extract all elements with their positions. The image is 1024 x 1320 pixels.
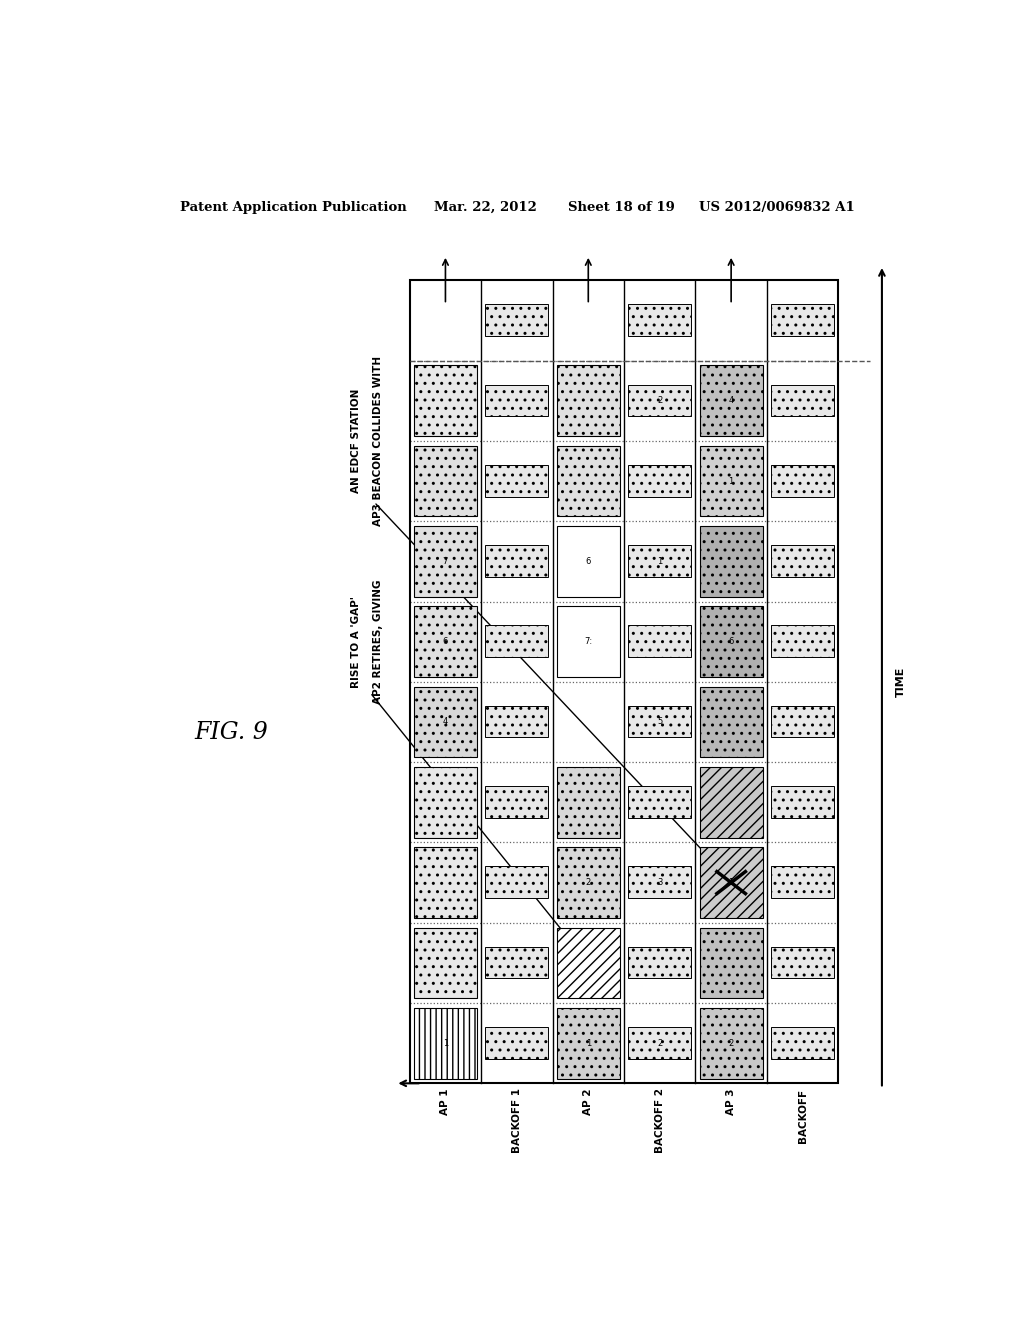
Text: 1: 1 (728, 477, 734, 486)
Bar (557, 527, 620, 597)
Bar (771, 706, 834, 738)
Bar (771, 384, 834, 416)
Text: AP 1: AP 1 (440, 1089, 451, 1115)
Bar (414, 686, 477, 758)
Bar (629, 465, 691, 496)
Text: 5: 5 (657, 718, 663, 726)
Bar (771, 1027, 834, 1059)
Text: 7:: 7: (585, 638, 592, 647)
Text: 3: 3 (657, 878, 663, 887)
Bar (414, 527, 477, 597)
Bar (629, 626, 691, 657)
Text: 1: 1 (657, 557, 663, 566)
Bar (699, 686, 763, 758)
Bar (629, 946, 691, 978)
Text: TIME: TIME (896, 667, 906, 697)
Text: 2: 2 (586, 878, 591, 887)
Bar (485, 384, 548, 416)
Text: 4: 4 (728, 396, 734, 405)
Bar (414, 767, 477, 838)
Bar (771, 626, 834, 657)
Text: 1: 1 (586, 1039, 591, 1048)
Text: AP3 BEACON COLLIDES WITH: AP3 BEACON COLLIDES WITH (373, 356, 383, 527)
Bar (557, 366, 620, 436)
Bar (557, 928, 620, 998)
Bar (414, 1008, 477, 1078)
Bar (557, 446, 620, 516)
Bar (699, 767, 763, 838)
Bar (414, 847, 477, 917)
Text: 1: 1 (442, 1039, 449, 1048)
Bar (414, 928, 477, 998)
Text: Mar. 22, 2012: Mar. 22, 2012 (433, 201, 537, 214)
Text: 4: 4 (442, 718, 449, 726)
Bar (557, 847, 620, 917)
Text: 6: 6 (442, 638, 449, 647)
Text: 1: 1 (728, 878, 734, 887)
Bar (771, 946, 834, 978)
Bar (485, 1027, 548, 1059)
Text: BACKOFF 2: BACKOFF 2 (654, 1089, 665, 1154)
Bar (629, 384, 691, 416)
Bar (485, 626, 548, 657)
Bar (771, 545, 834, 577)
Bar (771, 866, 834, 898)
Text: 2: 2 (657, 1039, 663, 1048)
Bar (771, 785, 834, 818)
Text: 2: 2 (728, 1039, 734, 1048)
Text: BACKOFF: BACKOFF (798, 1089, 808, 1143)
Bar (485, 706, 548, 738)
Text: 6: 6 (728, 638, 734, 647)
Text: AP2 RETIRES, GIVING: AP2 RETIRES, GIVING (373, 579, 383, 704)
Bar (485, 465, 548, 496)
Bar (629, 304, 691, 337)
Bar (410, 280, 839, 1084)
Bar (699, 366, 763, 436)
Bar (557, 606, 620, 677)
Text: FIG. 9: FIG. 9 (195, 721, 268, 744)
Text: AP 2: AP 2 (584, 1089, 593, 1115)
Bar (629, 866, 691, 898)
Bar (699, 527, 763, 597)
Text: Patent Application Publication: Patent Application Publication (179, 201, 407, 214)
Text: BACKOFF 1: BACKOFF 1 (512, 1089, 522, 1154)
Bar (699, 446, 763, 516)
Bar (629, 1027, 691, 1059)
Bar (629, 785, 691, 818)
Bar (485, 785, 548, 818)
Bar (771, 465, 834, 496)
Text: 2: 2 (657, 396, 663, 405)
Bar (629, 545, 691, 577)
Text: AN EDCF STATION: AN EDCF STATION (351, 389, 360, 494)
Text: 6: 6 (586, 557, 591, 566)
Bar (485, 304, 548, 337)
Text: RISE TO A 'GAP': RISE TO A 'GAP' (351, 595, 360, 688)
Bar (414, 606, 477, 677)
Bar (699, 606, 763, 677)
Bar (699, 928, 763, 998)
Text: US 2012/0069832 A1: US 2012/0069832 A1 (699, 201, 855, 214)
Bar (771, 304, 834, 337)
Bar (629, 706, 691, 738)
Bar (485, 946, 548, 978)
Bar (557, 767, 620, 838)
Bar (414, 446, 477, 516)
Bar (557, 1008, 620, 1078)
Bar (699, 847, 763, 917)
Text: AP 3: AP 3 (726, 1089, 736, 1115)
Bar (699, 1008, 763, 1078)
Text: 7: 7 (442, 557, 449, 566)
Bar (414, 366, 477, 436)
Text: Sheet 18 of 19: Sheet 18 of 19 (568, 201, 675, 214)
Bar (485, 866, 548, 898)
Bar (485, 545, 548, 577)
